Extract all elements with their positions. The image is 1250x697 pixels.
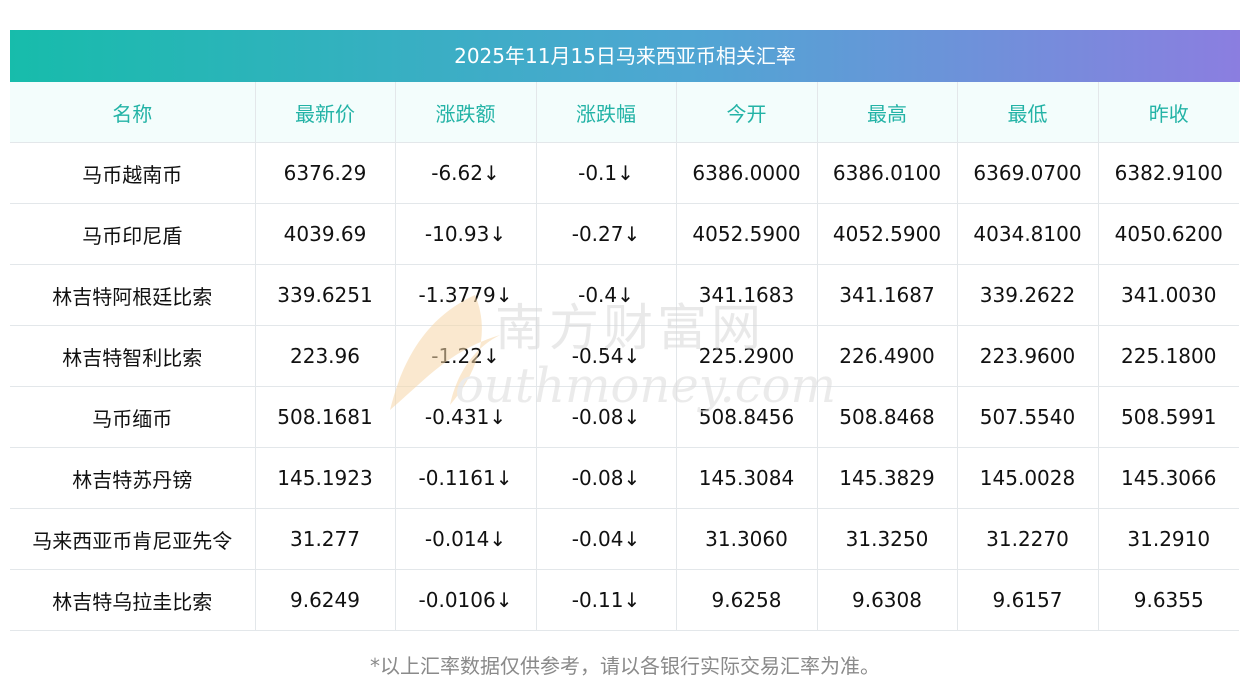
column-header: 昨收 bbox=[1098, 82, 1239, 143]
column-header: 涨跌幅 bbox=[536, 82, 677, 143]
rate-cell: 508.5991 bbox=[1098, 386, 1239, 448]
column-header: 最高 bbox=[817, 82, 958, 143]
table-row: 林吉特智利比索 223.96 -1.22↓ -0.54↓ 225.2900 226.490… bbox=[10, 325, 1239, 387]
rate-cell: 223.96 bbox=[255, 325, 396, 387]
rate-cell: 508.8468 bbox=[817, 386, 958, 448]
rate-cell: 145.1923 bbox=[255, 447, 396, 509]
rate-cell: -1.22↓ bbox=[395, 325, 537, 387]
rate-cell: 9.6258 bbox=[676, 569, 818, 631]
rate-cell: 31.3060 bbox=[676, 508, 818, 570]
currency-pair-name: 林吉特阿根廷比索 bbox=[10, 264, 256, 326]
rate-cell: 341.1687 bbox=[817, 264, 958, 326]
rate-cell: 341.1683 bbox=[676, 264, 818, 326]
rate-cell: 225.2900 bbox=[676, 325, 818, 387]
rate-cell: -1.3779↓ bbox=[395, 264, 537, 326]
rate-cell: -0.4↓ bbox=[536, 264, 677, 326]
rate-cell: 225.1800 bbox=[1098, 325, 1239, 387]
column-header: 最新价 bbox=[255, 82, 396, 143]
rate-cell: -0.1↓ bbox=[536, 142, 677, 204]
rate-cell: 4034.8100 bbox=[957, 203, 1099, 265]
table-row: 马币印尼盾 4039.69 -10.93↓ -0.27↓ 4052.5900 4052.5… bbox=[10, 203, 1239, 265]
rate-cell: -0.431↓ bbox=[395, 386, 537, 448]
rate-cell: 341.0030 bbox=[1098, 264, 1239, 326]
rate-cell: -0.014↓ bbox=[395, 508, 537, 570]
rate-cell: 145.3084 bbox=[676, 447, 818, 509]
table-row: 马币越南币 6376.29 -6.62↓ -0.1↓ 6386.0000 6386.010… bbox=[10, 142, 1239, 204]
rate-cell: 31.2270 bbox=[957, 508, 1099, 570]
rate-cell: 9.6249 bbox=[255, 569, 396, 631]
rate-cell: 9.6157 bbox=[957, 569, 1099, 631]
rate-cell: 31.3250 bbox=[817, 508, 958, 570]
rate-cell: 31.2910 bbox=[1098, 508, 1239, 570]
disclaimer-footnote: *以上汇率数据仅供参考，请以各银行实际交易汇率为准。 bbox=[370, 654, 880, 678]
rate-cell: 145.0028 bbox=[957, 447, 1099, 509]
table-row: 马来西亚币肯尼亚先令 31.277 -0.014↓ -0.04↓ 31.3060 31.3… bbox=[10, 508, 1239, 570]
currency-pair-name: 马币越南币 bbox=[10, 142, 256, 204]
rate-cell: 4050.6200 bbox=[1098, 203, 1239, 265]
rate-cell: -0.0106↓ bbox=[395, 569, 537, 631]
table-row: 马币缅币 508.1681 -0.431↓ -0.08↓ 508.8456 508.846… bbox=[10, 386, 1239, 448]
rate-cell: 223.9600 bbox=[957, 325, 1099, 387]
rate-cell: -0.08↓ bbox=[536, 447, 677, 509]
rate-cell: 6386.0000 bbox=[676, 142, 818, 204]
currency-pair-name: 马币缅币 bbox=[10, 386, 256, 448]
rate-cell: 9.6308 bbox=[817, 569, 958, 631]
rate-cell: -0.54↓ bbox=[536, 325, 677, 387]
rate-cell: 6382.9100 bbox=[1098, 142, 1239, 204]
rate-cell: 226.4900 bbox=[817, 325, 958, 387]
column-header: 最低 bbox=[957, 82, 1099, 143]
currency-pair-name: 马币印尼盾 bbox=[10, 203, 256, 265]
table-row: 林吉特阿根廷比索 339.6251 -1.3779↓ -0.4↓ 341.1683 341… bbox=[10, 264, 1239, 326]
rate-cell: 6369.0700 bbox=[957, 142, 1099, 204]
table-row: 林吉特乌拉圭比索 9.6249 -0.0106↓ -0.11↓ 9.6258 9.6308… bbox=[10, 569, 1239, 631]
table-body: 马币越南币 6376.29 -6.62↓ -0.1↓ 6386.0000 6386.010… bbox=[10, 142, 1239, 631]
table-row: 林吉特苏丹镑 145.1923 -0.1161↓ -0.08↓ 145.3084 145.… bbox=[10, 447, 1239, 509]
rate-cell: 6376.29 bbox=[255, 142, 396, 204]
column-header: 名称 bbox=[10, 82, 256, 143]
rate-cell: 507.5540 bbox=[957, 386, 1099, 448]
column-header: 涨跌额 bbox=[395, 82, 537, 143]
currency-pair-name: 林吉特智利比索 bbox=[10, 325, 256, 387]
rate-cell: -0.11↓ bbox=[536, 569, 677, 631]
rate-cell: 6386.0100 bbox=[817, 142, 958, 204]
currency-pair-name: 林吉特乌拉圭比索 bbox=[10, 569, 256, 631]
rate-cell: -6.62↓ bbox=[395, 142, 537, 204]
rate-cell: 4039.69 bbox=[255, 203, 396, 265]
rate-cell: -10.93↓ bbox=[395, 203, 537, 265]
rate-cell: 9.6355 bbox=[1098, 569, 1239, 631]
rate-cell: -0.08↓ bbox=[536, 386, 677, 448]
currency-pair-name: 林吉特苏丹镑 bbox=[10, 447, 256, 509]
rate-cell: 339.6251 bbox=[255, 264, 396, 326]
rate-cell: 508.1681 bbox=[255, 386, 396, 448]
rate-cell: 31.277 bbox=[255, 508, 396, 570]
currency-pair-name: 马来西亚币肯尼亚先令 bbox=[10, 508, 256, 570]
exchange-rate-table: 名称 最新价 涨跌额 涨跌幅 今开 最高 最低 昨收 马币越南币 6376.29 -6.62↓ -0… bbox=[10, 82, 1239, 631]
rate-cell: 508.8456 bbox=[676, 386, 818, 448]
rate-cell: -0.27↓ bbox=[536, 203, 677, 265]
rate-cell: 4052.5900 bbox=[817, 203, 958, 265]
rate-cell: 4052.5900 bbox=[676, 203, 818, 265]
table-header-row: 名称 最新价 涨跌额 涨跌幅 今开 最高 最低 昨收 bbox=[10, 82, 1239, 143]
rate-cell: -0.04↓ bbox=[536, 508, 677, 570]
rate-cell: 339.2622 bbox=[957, 264, 1099, 326]
rate-cell: -0.1161↓ bbox=[395, 447, 537, 509]
rate-cell: 145.3066 bbox=[1098, 447, 1239, 509]
rate-cell: 145.3829 bbox=[817, 447, 958, 509]
table-title: 2025年11月15日马来西亚币相关汇率 bbox=[10, 30, 1240, 82]
column-header: 今开 bbox=[676, 82, 818, 143]
